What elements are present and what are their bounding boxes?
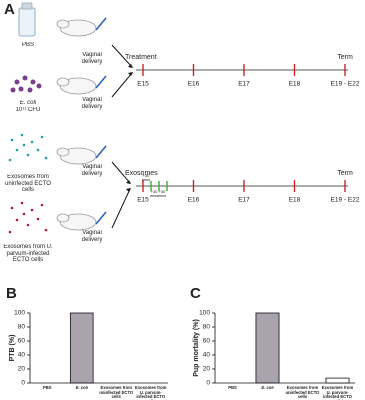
x-tick-label-box: PBS (42, 386, 52, 390)
y-tick-label: 20 (18, 366, 26, 373)
panel-label: B (6, 285, 17, 302)
group-name-box: PBS (21, 42, 34, 48)
route-label: Vaginal delivery (81, 230, 103, 243)
y-axis-label: Pup mortality (%) (193, 319, 200, 377)
y-tick-label: 40 (203, 352, 211, 359)
x-tick-label: PBS (228, 386, 237, 390)
timeline-end: Term (337, 54, 353, 61)
day-label: E15 (137, 197, 149, 204)
route-label-box: Vaginal delivery (81, 164, 103, 177)
y-tick-label: 0 (206, 380, 210, 387)
y-tick-label: 60 (203, 338, 211, 345)
panel-label: C (190, 285, 201, 302)
route-label-box: Vaginal delivery (81, 97, 103, 110)
group-name: E. coli (19, 100, 37, 106)
y-tick-label: 60 (18, 338, 26, 345)
x-tick-label: E. coli (75, 386, 88, 390)
x-tick-label-box: Exosomes from U. parvum-infected ECTO ce… (321, 386, 354, 400)
group-name: Exosomes from U. parvum-infected ECTO ce… (3, 244, 53, 264)
timeline-end: Term (337, 170, 353, 177)
day-label: E16 (188, 197, 200, 204)
timeline-start: Treatment (125, 54, 157, 61)
bar (69, 312, 94, 384)
interval-label-box: +30 mins (149, 190, 159, 199)
x-tick-label: Exosomes from U. parvum-infected ECTO ce… (135, 386, 167, 400)
route-label-box: Vaginal delivery (81, 52, 103, 65)
x-tick-label: Exosomes from U. parvum-infected ECTO ce… (321, 386, 354, 400)
x-tick-label-box: E. coli (261, 386, 274, 390)
y-axis-label: PTB (%) (9, 335, 16, 362)
y-tick-label: 20 (203, 366, 211, 373)
x-tick-label-box: E. coli (75, 386, 88, 390)
day-label: E17 (238, 197, 250, 204)
interval-label-box: +30 mins (141, 174, 151, 183)
route-label: Vaginal delivery (81, 164, 103, 177)
group-dose-box: 10¹¹ CFU (15, 107, 41, 113)
day-label: E19 - E22 (331, 197, 360, 204)
x-tick-label-box: Exosomes from uninfected ECTO cells (285, 386, 320, 400)
x-tick-label: Exosomes from uninfected ECTO cells (285, 386, 320, 400)
panel-label: A (4, 1, 15, 18)
x-tick-label-box: Exosomes from U. parvum-infected ECTO ce… (135, 386, 167, 400)
x-tick-label: PBS (42, 386, 52, 390)
day-label: E17 (238, 81, 250, 88)
interval-label: +30 mins (157, 190, 167, 199)
x-tick-label: E. coli (261, 386, 274, 390)
x-tick-label-box: PBS (228, 386, 237, 390)
group-name-box: Exosomes from U. parvum-infected ECTO ce… (3, 244, 53, 264)
interval-label: +30 mins (141, 174, 151, 183)
icons (8, 2, 133, 234)
group-name: Exosomes from uninfected ECTO cells (5, 174, 51, 194)
x-tick-label: Exosomes from uninfected ECTO cells (99, 386, 134, 400)
group-name-box: Exosomes from uninfected ECTO cells (5, 174, 51, 194)
interval-label: +30 mins (149, 190, 159, 199)
group-dose: 10¹¹ CFU (15, 107, 41, 113)
interval-label-box: +30 mins (157, 190, 167, 199)
group-name-box: E. coli (19, 100, 37, 106)
y-tick-label: 0 (21, 380, 25, 387)
day-label: E16 (188, 81, 200, 88)
route-label: Vaginal delivery (81, 97, 103, 110)
day-label: E18 (289, 81, 301, 88)
group-name: PBS (21, 42, 34, 48)
y-tick-label: 80 (18, 324, 26, 331)
day-label: E19 - E22 (331, 81, 360, 88)
bar (325, 377, 350, 384)
bar (255, 312, 280, 384)
day-label: E18 (289, 197, 301, 204)
x-tick-label-box: Exosomes from uninfected ECTO cells (99, 386, 134, 400)
y-tick-label: 80 (203, 324, 211, 331)
route-label-box: Vaginal delivery (81, 230, 103, 243)
route-label: Vaginal delivery (81, 52, 103, 65)
y-tick-label: 100 (199, 310, 210, 317)
timeline-start: Exosomes (125, 170, 158, 177)
y-tick-label: 40 (18, 352, 26, 359)
y-tick-label: 100 (14, 310, 25, 317)
day-label: E15 (137, 81, 149, 88)
